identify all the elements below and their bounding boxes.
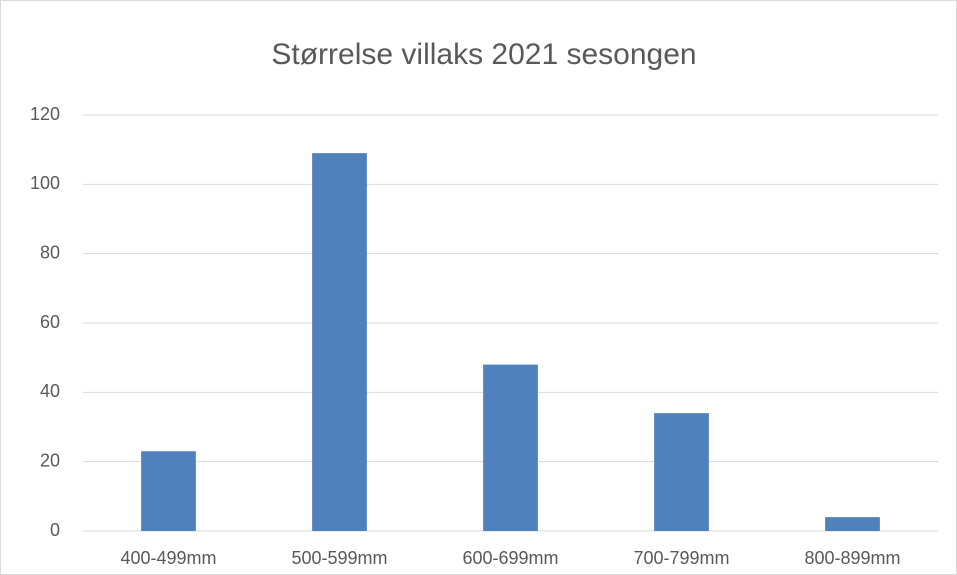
x-tick-label: 500-599mm (291, 548, 387, 568)
x-tick-label: 800-899mm (804, 548, 900, 568)
x-tick-label: 600-699mm (462, 548, 558, 568)
bar (312, 153, 367, 531)
y-tick-label: 0 (50, 520, 60, 540)
y-tick-label: 40 (40, 381, 60, 401)
bar (141, 451, 196, 531)
bar (825, 517, 880, 531)
x-tick-label: 400-499mm (120, 548, 216, 568)
y-tick-label: 80 (40, 242, 60, 262)
x-tick-label: 700-799mm (633, 548, 729, 568)
bar (654, 413, 709, 531)
y-tick-label: 20 (40, 450, 60, 470)
y-tick-label: 100 (30, 173, 60, 193)
bar (483, 364, 538, 531)
chart-title: Størrelse villaks 2021 sesongen (271, 38, 696, 71)
y-tick-label: 120 (30, 104, 60, 124)
y-tick-label: 60 (40, 312, 60, 332)
